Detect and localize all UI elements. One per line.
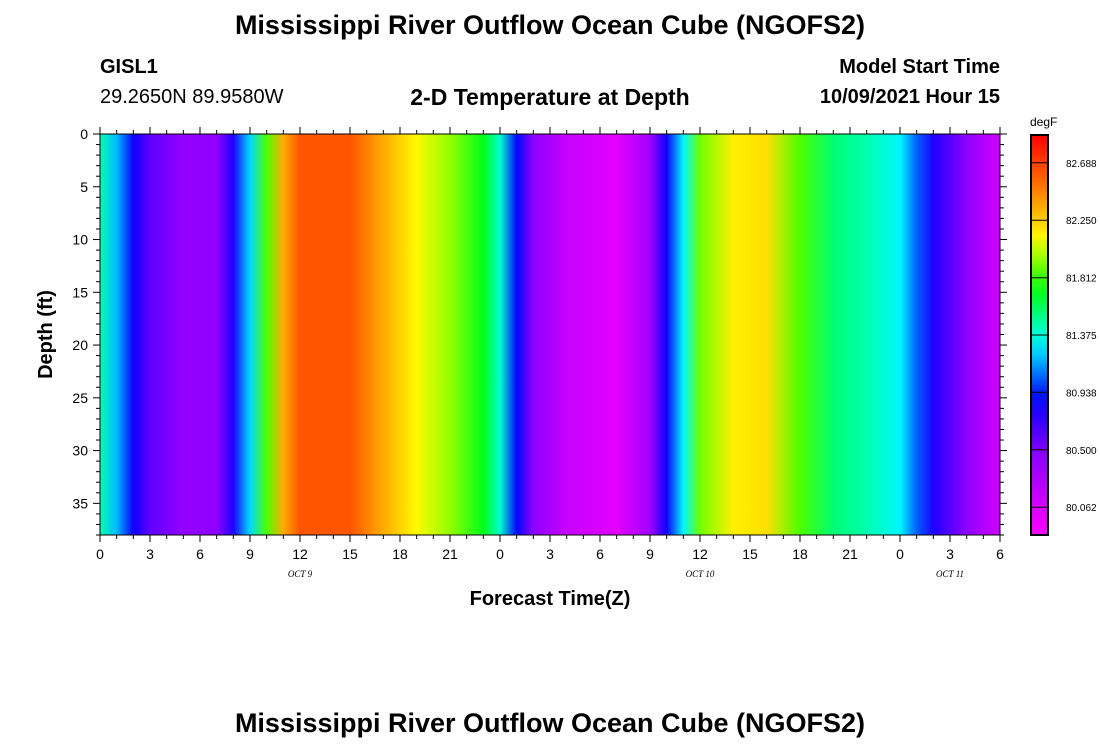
colorbar-tick-label: 82.688 — [1066, 159, 1097, 170]
y-tick-label: 15 — [72, 284, 88, 300]
station-coordinates: 29.2650N 89.9580W — [100, 86, 284, 108]
colorbar-tick-label: 81.812 — [1066, 274, 1097, 285]
model-start-value: 10/09/2021 Hour 15 — [819, 86, 1000, 108]
date-label: OCT 9 — [288, 569, 313, 579]
y-tick-label: 30 — [72, 443, 88, 459]
colorbar-tick-label: 80.062 — [1066, 503, 1097, 514]
x-tick-label: 0 — [496, 546, 504, 562]
model-start-label: Model Start Time — [839, 56, 1000, 78]
station-id: GISL1 — [100, 56, 158, 78]
x-tick-label: 12 — [692, 546, 708, 562]
temperature-heatmap — [100, 134, 1000, 535]
y-tick-label: 35 — [72, 495, 88, 511]
y-tick-label: 0 — [80, 126, 88, 142]
x-tick-label: 18 — [792, 546, 808, 562]
x-tick-label: 21 — [442, 546, 458, 562]
y-tick-label: 5 — [80, 179, 88, 195]
y-axis-label: Depth (ft) — [35, 290, 57, 379]
axes-layer: 0 3 6 9 12 15 18 21 0 3 6 9 12 15 18 21 0 3 6 OCT 9 OCT 10 OC… — [35, 126, 1007, 610]
heatmap-layer — [100, 134, 1000, 535]
colorbar-tick-label: 82.250 — [1066, 216, 1097, 227]
x-tick-label: 3 — [546, 546, 554, 562]
x-tick-label: 3 — [146, 546, 154, 562]
x-tick-label: 6 — [996, 546, 1004, 562]
x-tick-label: 0 — [896, 546, 904, 562]
x-tick-label: 21 — [842, 546, 858, 562]
chart-subtitle: 2-D Temperature at Depth — [410, 84, 690, 110]
date-label: OCT 10 — [686, 569, 715, 579]
y-tick-label: 20 — [72, 337, 88, 353]
x-tick-label: 6 — [596, 546, 604, 562]
x-tick-label: 9 — [646, 546, 654, 562]
x-tick-label: 6 — [196, 546, 204, 562]
x-tick-label: 18 — [392, 546, 408, 562]
footer-title: Mississippi River Outflow Ocean Cube (NG… — [234, 708, 866, 738]
colorbar-unit: degF — [1030, 115, 1058, 129]
x-tick-label: 3 — [946, 546, 954, 562]
y-tick-label: 10 — [72, 232, 88, 248]
x-tick-label: 0 — [96, 546, 104, 562]
x-tick-label: 15 — [342, 546, 358, 562]
chart-title: Mississippi River Outflow Ocean Cube (NG… — [234, 10, 866, 40]
colorbar: 82.688 82.250 81.812 81.375 80.938 80.500 80.0… — [1030, 134, 1097, 536]
x-tick-label: 12 — [292, 546, 308, 562]
y-tick-label: 25 — [72, 390, 88, 406]
x-tick-label: 9 — [246, 546, 254, 562]
date-label: OCT 11 — [936, 569, 964, 579]
x-axis-label: Forecast Time(Z) — [470, 588, 631, 610]
colorbar-tick-label: 80.500 — [1066, 446, 1097, 457]
colorbar-tick-label: 80.938 — [1066, 388, 1097, 399]
x-tick-label: 15 — [742, 546, 758, 562]
colorbar-tick-label: 81.375 — [1066, 331, 1097, 342]
